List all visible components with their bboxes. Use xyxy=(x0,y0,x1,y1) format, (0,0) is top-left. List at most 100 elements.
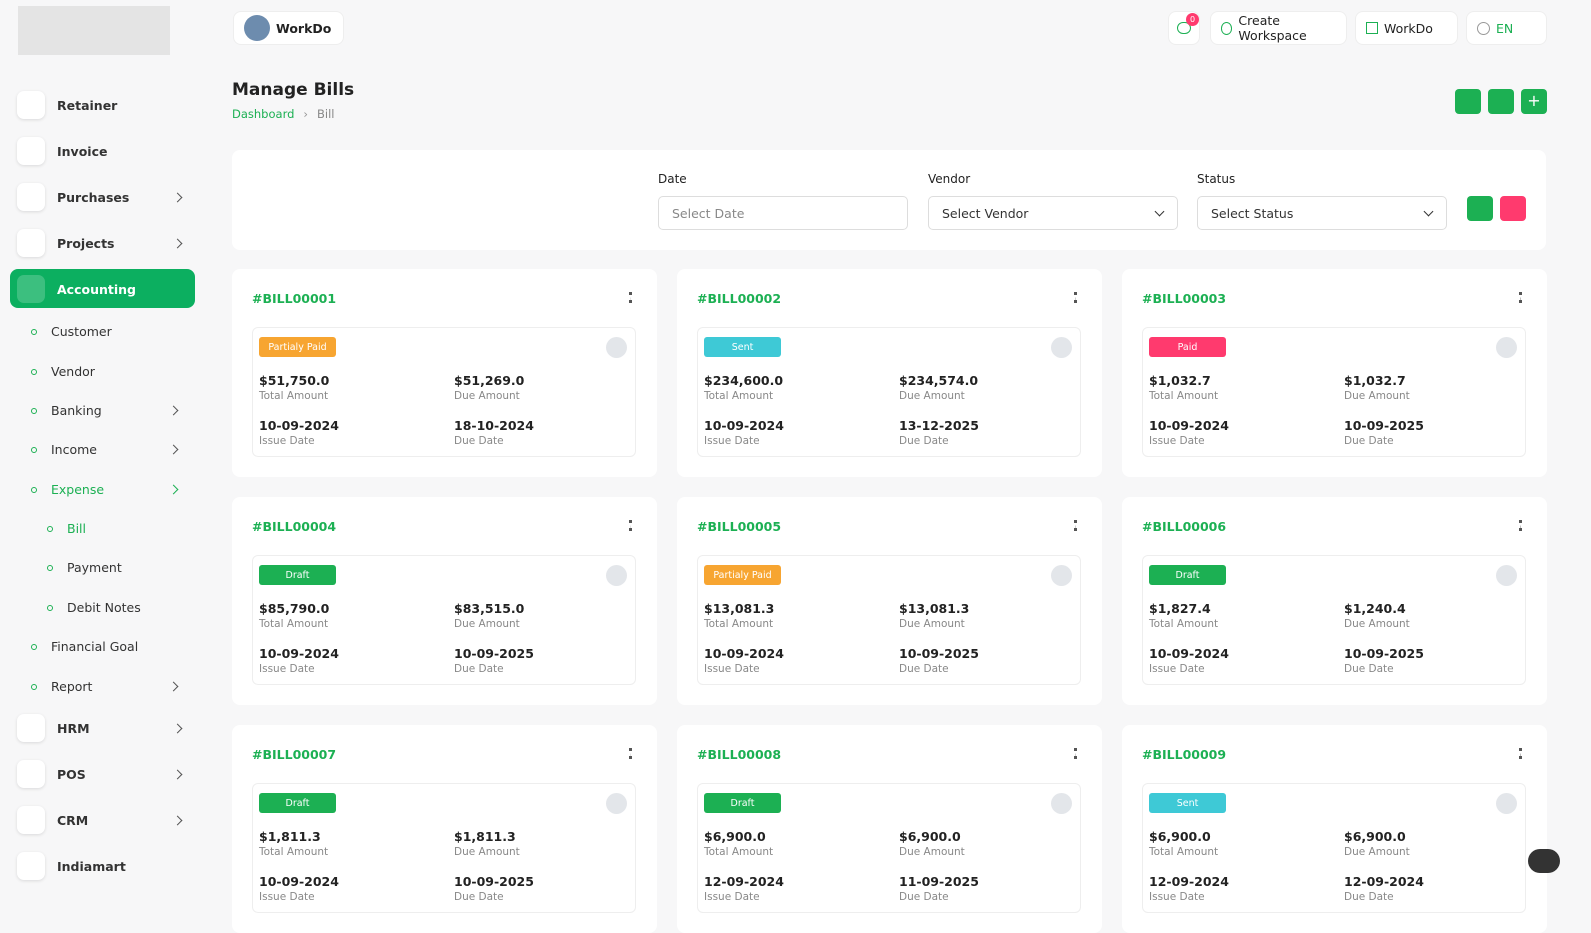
more-menu[interactable] xyxy=(1519,292,1522,303)
date-label: Due Date xyxy=(454,435,504,447)
submenu-item[interactable]: Report xyxy=(51,679,93,694)
menu-item[interactable]: Retainer xyxy=(57,98,118,113)
amount-label: Due Amount xyxy=(1344,618,1410,630)
status-badge: Partialy Paid xyxy=(704,565,781,585)
menu-item[interactable]: POS xyxy=(57,767,86,782)
vendor-select[interactable]: Select Vendor xyxy=(928,196,1178,230)
amount-label: Total Amount xyxy=(704,618,774,630)
status-badge: Paid xyxy=(1149,337,1226,357)
language-menu[interactable]: EN xyxy=(1466,11,1547,45)
bullet xyxy=(31,408,37,414)
filter-panel: Date Select Date Vendor Select Vendor St… xyxy=(232,150,1546,250)
date-label: Due Date xyxy=(1344,435,1394,447)
status-badge: Draft xyxy=(704,793,781,813)
workspace-menu[interactable]: WorkDo xyxy=(1355,11,1458,45)
active-item[interactable] xyxy=(10,269,195,308)
menu-label: WorkDo xyxy=(1384,20,1433,36)
submenu-item[interactable]: Payment xyxy=(67,560,122,575)
bill-details xyxy=(697,327,1081,457)
icon xyxy=(17,137,45,165)
amount-label: Due Amount xyxy=(899,618,965,630)
amount: $1,032.7 xyxy=(1344,373,1406,388)
submenu-item[interactable]: Bill xyxy=(67,521,86,536)
amount: $13,081.3 xyxy=(899,601,970,616)
bill-card: #BILL00004 Draft $85,790.0 Total Amount $83,… xyxy=(232,497,657,705)
submenu-item[interactable]: Customer xyxy=(51,324,112,339)
status-select[interactable]: Select Status xyxy=(1197,196,1447,230)
submenu-item[interactable]: Financial Goal xyxy=(51,639,139,654)
submenu-item[interactable]: Income xyxy=(51,442,97,457)
bill-id[interactable]: #BILL00002 xyxy=(697,291,782,306)
button-label: Create Workspace xyxy=(1238,13,1307,43)
date: 10-09-2024 xyxy=(704,646,784,661)
more-menu[interactable] xyxy=(1074,748,1077,759)
avatar xyxy=(1496,337,1517,358)
bill-card: #BILL00005 Partialy Paid $13,081.3 Total Am… xyxy=(677,497,1102,705)
more-menu[interactable] xyxy=(629,292,632,303)
status-badge: Draft xyxy=(259,565,336,585)
bill-id[interactable]: #BILL00007 xyxy=(252,747,337,762)
settings-button[interactable] xyxy=(1488,89,1514,114)
status-badge: Sent xyxy=(704,337,781,357)
list-view-button[interactable] xyxy=(1455,89,1481,114)
submenu-item[interactable]: Expense xyxy=(51,482,105,497)
bullet xyxy=(31,447,37,453)
submenu-item[interactable]: Banking xyxy=(51,403,102,418)
language: EN xyxy=(1496,20,1514,36)
reset-button[interactable] xyxy=(1500,196,1526,221)
chevron xyxy=(172,723,183,734)
bill-details xyxy=(1142,327,1526,457)
submenu-item[interactable]: Debit Notes xyxy=(67,600,141,615)
menu-item[interactable]: Accounting xyxy=(57,282,136,297)
bullet xyxy=(47,526,53,532)
amount-label: Total Amount xyxy=(259,846,329,858)
date-label: Due Date xyxy=(1344,891,1394,903)
bill-id[interactable]: #BILL00005 xyxy=(697,519,782,534)
assistant-button[interactable] xyxy=(1528,849,1560,873)
menu-item[interactable]: CRM xyxy=(57,813,89,828)
icon xyxy=(17,229,45,257)
bill-id[interactable]: #BILL00006 xyxy=(1142,519,1227,534)
amount: $1,240.4 xyxy=(1344,601,1406,616)
date-label: Issue Date xyxy=(1149,435,1205,447)
avatar xyxy=(1051,793,1072,814)
menu-item[interactable]: Indiamart xyxy=(57,859,126,874)
more-menu[interactable] xyxy=(1074,520,1077,531)
date-label: Due Date xyxy=(454,663,504,675)
menu-item[interactable]: HRM xyxy=(57,721,90,736)
menu-item[interactable]: Purchases xyxy=(57,190,130,205)
amount-label: Due Amount xyxy=(454,390,520,402)
bill-id[interactable]: #BILL00003 xyxy=(1142,291,1227,306)
more-menu[interactable] xyxy=(629,520,632,531)
add-button[interactable]: + xyxy=(1521,89,1547,114)
menu-item[interactable]: Projects xyxy=(57,236,115,251)
bill-id[interactable]: #BILL00008 xyxy=(697,747,782,762)
icon xyxy=(17,275,45,303)
page: Manage Bills {"header":{"workspace":"Wor… xyxy=(10,6,1560,913)
more-menu[interactable] xyxy=(1519,748,1522,759)
menu-item[interactable]: Invoice xyxy=(57,144,108,159)
date-label: Due Date xyxy=(899,891,949,903)
breadcrumb-link[interactable]: Dashboard xyxy=(232,107,295,121)
create-workspace-button[interactable]: Create Workspace xyxy=(1210,11,1347,45)
bill-grid: #BILL00001 Partialy Paid $51,750.0 Total Am… xyxy=(232,291,1526,913)
avatar xyxy=(1496,793,1517,814)
search-button[interactable] xyxy=(1467,196,1493,221)
more-menu[interactable] xyxy=(1519,520,1522,531)
more-menu[interactable] xyxy=(1074,292,1077,303)
bill-id[interactable]: #BILL00001 xyxy=(252,291,337,306)
bullet xyxy=(47,605,53,611)
icon xyxy=(17,91,45,119)
submenu-item[interactable]: Vendor xyxy=(51,364,95,379)
date-input[interactable]: Select Date xyxy=(658,196,908,230)
notification-count: 0 xyxy=(1186,13,1199,26)
bill-id[interactable]: #BILL00004 xyxy=(252,519,337,534)
bill-id[interactable]: #BILL00009 xyxy=(1142,747,1227,762)
date-label: Due Date xyxy=(899,663,949,675)
filter-label: Status xyxy=(1197,172,1236,186)
date-label: Issue Date xyxy=(1149,891,1205,903)
amount-label: Total Amount xyxy=(1149,390,1219,402)
date-label: Due Date xyxy=(454,891,504,903)
more-menu[interactable] xyxy=(629,748,632,759)
workspace-switcher[interactable]: WorkDo xyxy=(233,11,344,45)
